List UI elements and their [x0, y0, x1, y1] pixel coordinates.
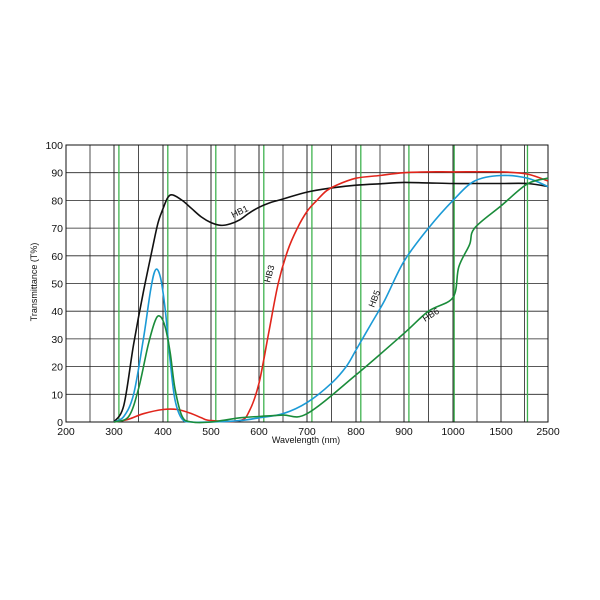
- x-axis-label: Wavelength (nm): [272, 435, 340, 445]
- plot-frame: [65, 144, 549, 423]
- y-tick-label: 60: [51, 251, 63, 263]
- y-tick-label: 50: [51, 279, 63, 291]
- y-tick-label: 40: [51, 306, 63, 318]
- y-tick-label: 30: [51, 334, 63, 346]
- x-tick-label: 400: [154, 426, 172, 438]
- x-tick-label: 600: [250, 426, 268, 438]
- y-tick-label: 70: [51, 223, 63, 235]
- x-tick-label: 800: [347, 426, 365, 438]
- y-tick-label: 10: [51, 389, 63, 401]
- x-tick-labels: 200 300 400 500 600 700 800 900 1000 1500 2500: [57, 426, 560, 438]
- series-line-hb3: [113, 170, 549, 423]
- y-tick-label: 20: [51, 362, 63, 374]
- x-tick-label: 200: [57, 426, 75, 438]
- curve-label-hb3: HB3: [262, 264, 276, 284]
- series-line-hb5: [113, 174, 549, 424]
- series-line-hb1: [113, 181, 549, 423]
- series-line-hb6: [113, 177, 549, 424]
- x-tick-label: 700: [298, 426, 316, 438]
- curve-label-hb6: HB6: [421, 306, 441, 324]
- x-tick-label: 1000: [441, 426, 465, 438]
- y-tick-label: 90: [51, 168, 63, 180]
- y-tick-label: 0: [57, 417, 63, 429]
- y-axis-label: Transmittance (T%): [29, 243, 39, 322]
- x-tick-label: 300: [105, 426, 123, 438]
- y-tick-labels: 0 10 20 30 40 50 60 70 80 90 100: [45, 140, 63, 429]
- x-tick-label: 500: [202, 426, 220, 438]
- x-tick-label: 1500: [489, 426, 513, 438]
- x-tick-label: 900: [395, 426, 413, 438]
- grid-minor: [65, 144, 549, 423]
- x-tick-label: 2500: [536, 426, 560, 438]
- plot-border: [65, 144, 549, 423]
- series-layer: [113, 170, 549, 424]
- y-tick-label: 100: [45, 140, 63, 152]
- curve-label-hb1: HB1: [230, 203, 250, 219]
- y-tick-label: 80: [51, 195, 63, 207]
